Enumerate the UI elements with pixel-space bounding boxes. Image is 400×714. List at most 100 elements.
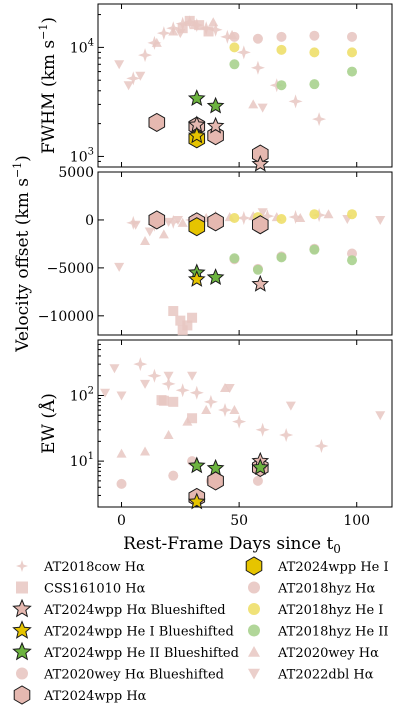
data-point <box>251 274 270 292</box>
legend-marker <box>248 603 260 615</box>
data-point <box>135 71 146 81</box>
data-point <box>206 458 225 476</box>
data-point <box>309 47 320 58</box>
data-point <box>187 270 206 287</box>
series-at2024wpp-he-i-blueshifted <box>187 492 206 510</box>
data-point <box>189 20 200 30</box>
series-at2020wey-h <box>151 17 259 109</box>
data-point <box>229 213 240 224</box>
data-point <box>184 15 195 26</box>
data-point <box>276 252 287 263</box>
data-point <box>147 368 162 383</box>
legend-entry-at2024wpp-he-ii-blueshifted: AT2024wpp He II Blueshifted <box>12 641 239 661</box>
data-point <box>188 217 206 237</box>
data-point <box>138 48 153 63</box>
data-point <box>218 403 233 418</box>
series-css161010-h <box>177 15 214 37</box>
data-point <box>156 26 171 41</box>
data-point <box>309 244 320 255</box>
legend-entry-at2018hyz-h: AT2018hyz Hα <box>248 581 375 597</box>
data-point <box>251 458 270 476</box>
data-point <box>347 31 358 42</box>
data-point <box>144 227 155 237</box>
data-point <box>288 94 303 109</box>
series-at2024wpp-he-ii-blueshifted <box>187 456 270 476</box>
data-point <box>123 81 134 91</box>
data-point <box>375 411 386 421</box>
series-at2024wpp-h-blueshifted <box>187 115 270 172</box>
data-point <box>175 315 186 326</box>
legend: AT2018cow Hα CSS161010 Hα AT2024wpp Hα Blu… <box>12 556 389 705</box>
legend-label: AT2018hyz He II <box>277 625 389 640</box>
legend-entry-at2024wpp-he-i-blueshifted: AT2024wpp He I Blueshifted <box>12 620 234 640</box>
data-point <box>347 66 358 77</box>
series-at2024wpp-he-ii-blueshifted <box>187 89 225 114</box>
data-point <box>276 80 287 91</box>
data-point <box>148 112 166 133</box>
legend-label: AT2024wpp Hα Blueshifted <box>43 603 226 618</box>
data-point <box>161 376 176 391</box>
data-point <box>312 112 327 127</box>
data-point <box>175 29 186 39</box>
data-point <box>187 413 198 424</box>
data-point <box>194 20 205 31</box>
data-point <box>276 213 287 224</box>
legend-label: AT2018hyz He I <box>277 603 383 618</box>
legend-entry-at2024wpp-he-i: AT2024wpp He I <box>245 556 389 576</box>
series-at2020wey-h-blueshifted <box>116 456 263 489</box>
legend-marker <box>16 581 28 594</box>
data-point <box>347 209 358 220</box>
data-point <box>252 475 263 486</box>
data-point <box>109 364 120 374</box>
data-point <box>207 471 224 491</box>
y-tick-label: 102 <box>70 385 94 404</box>
data-point <box>347 255 358 266</box>
data-point <box>251 154 270 172</box>
y-tick-label: 101 <box>70 451 94 470</box>
legend-label: AT2024wpp Hα <box>43 689 147 704</box>
legend-marker <box>16 667 28 680</box>
panel-frame <box>97 171 393 336</box>
data-point <box>260 209 275 224</box>
data-point <box>140 446 151 456</box>
legend-marker <box>12 620 32 639</box>
data-point <box>276 31 287 42</box>
y-tick-label: 104 <box>70 37 94 56</box>
legend-entry-at2024wpp-h: AT2024wpp Hα <box>13 685 147 705</box>
data-point <box>375 215 386 225</box>
series-css161010-h <box>168 306 198 336</box>
y-tick-label: −5000 <box>47 261 94 277</box>
data-point <box>220 29 235 44</box>
panel-fwhm: 103 104 FWHM (km s−1) <box>37 3 393 172</box>
legend-marker <box>248 624 260 637</box>
legend-label: AT2022dbl Hα <box>277 668 374 683</box>
data-point <box>288 210 303 225</box>
data-point <box>163 429 174 439</box>
legend-entry-at2022dbl-h: AT2022dbl Hα <box>248 668 374 683</box>
y-tick-label: 103 <box>70 146 94 165</box>
data-point <box>236 211 251 226</box>
legend-marker <box>12 641 32 661</box>
legend-marker <box>248 668 260 680</box>
data-point <box>189 385 204 400</box>
data-point <box>206 268 225 285</box>
data-point <box>279 428 294 442</box>
data-point <box>309 209 320 220</box>
panels-layer: 103 104 FWHM (km s−1) 5000 0 −5000 −10000 Veloc… <box>11 3 393 529</box>
series-at2024wpp-h-blueshifted <box>251 274 270 292</box>
series-at2020wey-h-blueshifted <box>229 30 358 44</box>
legend-marker <box>13 685 31 705</box>
data-point <box>257 208 268 218</box>
data-point <box>309 79 320 90</box>
data-point <box>177 23 188 34</box>
data-point <box>187 89 206 107</box>
data-point <box>229 405 240 415</box>
y-tick-label: −10000 <box>38 309 94 325</box>
legend-label: AT2024wpp He I Blueshifted <box>43 625 234 640</box>
x-axis-label: Rest-Frame Days since t0 <box>123 534 341 556</box>
legend-entry-at2018hyz-he-i: AT2018hyz He I <box>248 603 383 618</box>
legend-entry-at2020wey-h: AT2020wey Hα <box>248 646 379 661</box>
data-point <box>187 312 198 323</box>
legend-label: CSS161010 Hα <box>44 582 146 597</box>
x-tick-label: 100 <box>343 513 370 529</box>
